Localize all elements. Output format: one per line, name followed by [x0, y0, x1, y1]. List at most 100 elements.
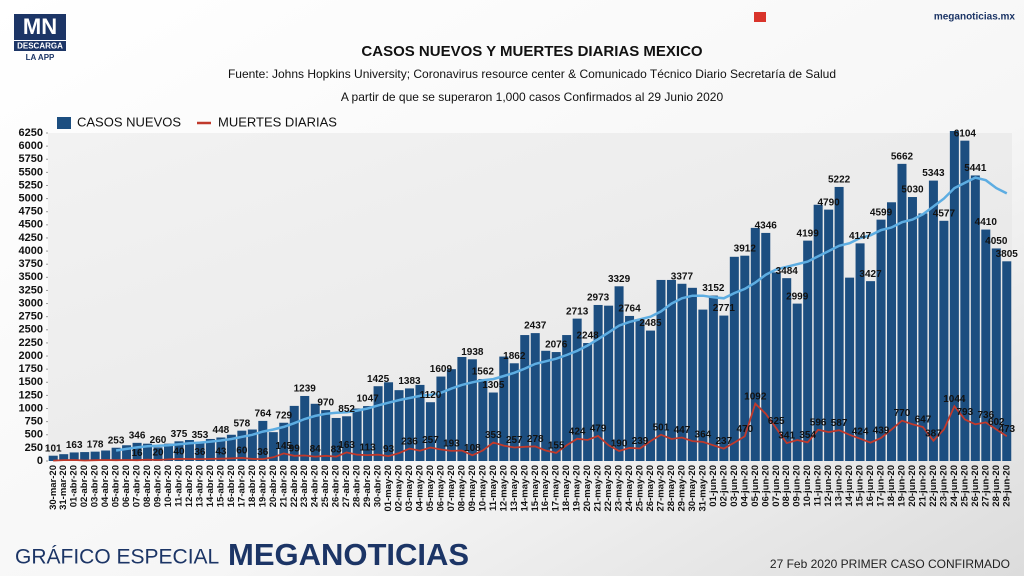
- y-tick-label: 750: [25, 416, 43, 428]
- bar: [184, 440, 194, 461]
- data-label: 647: [915, 415, 932, 426]
- data-label: 20: [152, 448, 164, 459]
- x-tick-label: 13-may-20: [509, 465, 520, 511]
- bar: [436, 376, 446, 461]
- data-label: 2713: [566, 306, 589, 317]
- data-label: 2764: [618, 304, 641, 315]
- bar: [572, 318, 582, 461]
- bar: [342, 416, 352, 461]
- legend-swatch-cases: [57, 117, 71, 129]
- data-label: 387: [925, 428, 942, 439]
- x-tick-label: 02-jun-20: [718, 465, 729, 507]
- bar: [363, 406, 373, 461]
- footer-brand: MEGANOTICIAS: [228, 537, 469, 572]
- data-label: 1562: [472, 367, 495, 378]
- data-label: 193: [443, 439, 460, 450]
- y-tick-label: 5750: [19, 153, 43, 165]
- data-label: 587: [831, 418, 848, 429]
- data-label: 163: [66, 440, 83, 451]
- y-tick-label: 5500: [19, 166, 43, 178]
- y-tick-label: 3000: [19, 297, 43, 309]
- bar: [268, 432, 278, 461]
- x-tick-label: 18-jun-20: [886, 465, 897, 507]
- x-tick-label: 01-jun-20: [708, 465, 719, 507]
- data-label: 2248: [577, 331, 600, 342]
- bar: [750, 227, 760, 461]
- x-tick-label: 04-abr-20: [100, 465, 111, 507]
- bar: [803, 240, 813, 461]
- y-tick-label: 0: [37, 455, 43, 467]
- x-tick-label: 06-jun-20: [760, 465, 771, 507]
- x-tick-label: 07-jun-20: [771, 465, 782, 507]
- x-tick-label: 29-jun-20: [1001, 465, 1012, 507]
- x-tick-label: 19-abr-20: [257, 465, 268, 507]
- x-tick-label: 10-abr-20: [163, 465, 174, 507]
- data-label: 4199: [797, 228, 820, 239]
- bar: [991, 248, 1001, 461]
- x-tick-label: 05-abr-20: [111, 465, 122, 507]
- bar: [415, 384, 425, 461]
- bar: [499, 356, 509, 461]
- bar: [824, 209, 834, 461]
- data-label: 2437: [524, 321, 547, 332]
- data-label: 6104: [954, 128, 977, 139]
- y-tick-label: 6250: [19, 127, 43, 139]
- y-tick-label: 5250: [19, 179, 43, 191]
- bar: [59, 454, 69, 461]
- bar: [446, 369, 456, 461]
- bar: [813, 204, 823, 461]
- y-tick-label: 4500: [19, 219, 43, 231]
- data-label: 736: [977, 410, 994, 421]
- x-tick-label: 05-may-20: [425, 465, 436, 511]
- x-tick-label: 09-jun-20: [792, 465, 803, 507]
- x-tick-label: 05-jun-20: [750, 465, 761, 507]
- data-label: 424: [852, 426, 869, 437]
- x-tick-label: 18-abr-20: [247, 465, 258, 507]
- data-label: 113: [360, 443, 377, 454]
- bar: [520, 335, 530, 461]
- legend-label: CASOS NUEVOS: [77, 114, 181, 129]
- bar: [310, 403, 320, 461]
- data-label: 5222: [828, 175, 851, 186]
- data-label: 83: [331, 444, 343, 455]
- bar: [300, 395, 310, 461]
- x-tick-label: 06-may-20: [435, 465, 446, 511]
- data-label: 2076: [545, 340, 568, 351]
- data-label: 346: [129, 430, 146, 441]
- x-tick-label: 12-may-20: [498, 465, 509, 511]
- x-tick-label: 30-abr-20: [373, 465, 384, 507]
- x-tick-label: 30-mar-20: [48, 465, 59, 510]
- bar: [373, 386, 383, 461]
- data-label: 237: [716, 436, 733, 447]
- data-label: 1044: [943, 394, 966, 405]
- bar: [90, 451, 100, 461]
- x-tick-label: 01-may-20: [383, 465, 394, 511]
- bar: [457, 356, 467, 461]
- y-tick-label: 2750: [19, 311, 43, 323]
- x-tick-label: 09-may-20: [467, 465, 478, 511]
- download-box: [14, 41, 66, 51]
- data-label: 239: [632, 436, 649, 447]
- data-label: 5441: [964, 163, 987, 174]
- bar: [122, 445, 132, 461]
- x-tick-label: 31-mar-20: [58, 465, 69, 510]
- data-label: 36: [257, 447, 269, 458]
- x-tick-label: 26-may-20: [645, 465, 656, 511]
- data-label: 596: [810, 417, 827, 428]
- x-tick-label: 17-abr-20: [236, 465, 247, 507]
- data-label: 3427: [859, 269, 882, 280]
- x-tick-label: 11-may-20: [488, 465, 499, 511]
- data-label: 155: [548, 441, 565, 452]
- x-tick-label: 16-abr-20: [226, 465, 237, 507]
- data-label: 970: [317, 398, 334, 409]
- data-label: 101: [45, 443, 62, 454]
- data-label: 3329: [608, 274, 631, 285]
- bar: [153, 447, 163, 461]
- data-label: 3805: [996, 249, 1019, 260]
- bar: [216, 437, 226, 461]
- bar: [551, 352, 561, 461]
- data-label: 1120: [420, 390, 442, 401]
- bar: [645, 330, 656, 461]
- bar: [247, 429, 257, 461]
- x-tick-label: 17-jun-20: [876, 465, 887, 507]
